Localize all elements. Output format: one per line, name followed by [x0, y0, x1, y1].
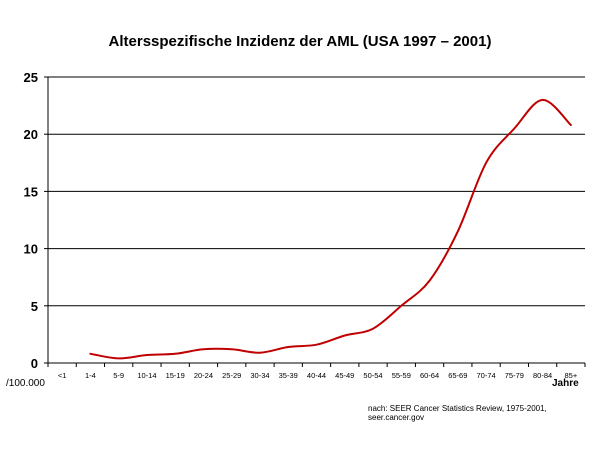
y-tick-label: 25 [24, 70, 38, 85]
x-tick-label: 50-54 [363, 371, 382, 380]
x-tick-label: 35-39 [279, 371, 298, 380]
x-tick-label: 40-44 [307, 371, 326, 380]
x-tick-label: 15-19 [166, 371, 185, 380]
y-tick-label: 10 [24, 242, 38, 257]
y-axis-unit: /100.000 [6, 378, 45, 389]
x-tick-label: 60-64 [420, 371, 439, 380]
source-note: nach: SEER Cancer Statistics Review, 197… [368, 404, 547, 422]
chart-title: Altersspezifische Inzidenz der AML (USA … [108, 33, 492, 50]
x-tick-label: 5-9 [113, 371, 124, 380]
x-tick-label: 55-59 [392, 371, 411, 380]
y-tick-label: 15 [24, 184, 38, 199]
x-tick-label: 45-49 [335, 371, 354, 380]
x-tick-label: 25-29 [222, 371, 241, 380]
x-tick-label: 80-84 [533, 371, 552, 380]
x-tick-label: 1-4 [85, 371, 96, 380]
series-line [89, 98, 572, 360]
x-tick-label: 20-24 [194, 371, 213, 380]
y-tick-label: 20 [24, 127, 38, 142]
y-tick-label: 5 [31, 299, 38, 314]
x-axis-label: Jahre [552, 378, 579, 389]
x-tick-label: <1 [58, 371, 67, 380]
y-tick-label: 0 [31, 356, 38, 371]
x-tick-label: 75-79 [505, 371, 524, 380]
x-tick-label: 10-14 [137, 371, 156, 380]
x-tick-label: 70-74 [476, 371, 495, 380]
x-tick-label: 85+ [565, 371, 578, 380]
x-tick-label: 65-69 [448, 371, 467, 380]
x-tick-label: 30-34 [250, 371, 269, 380]
